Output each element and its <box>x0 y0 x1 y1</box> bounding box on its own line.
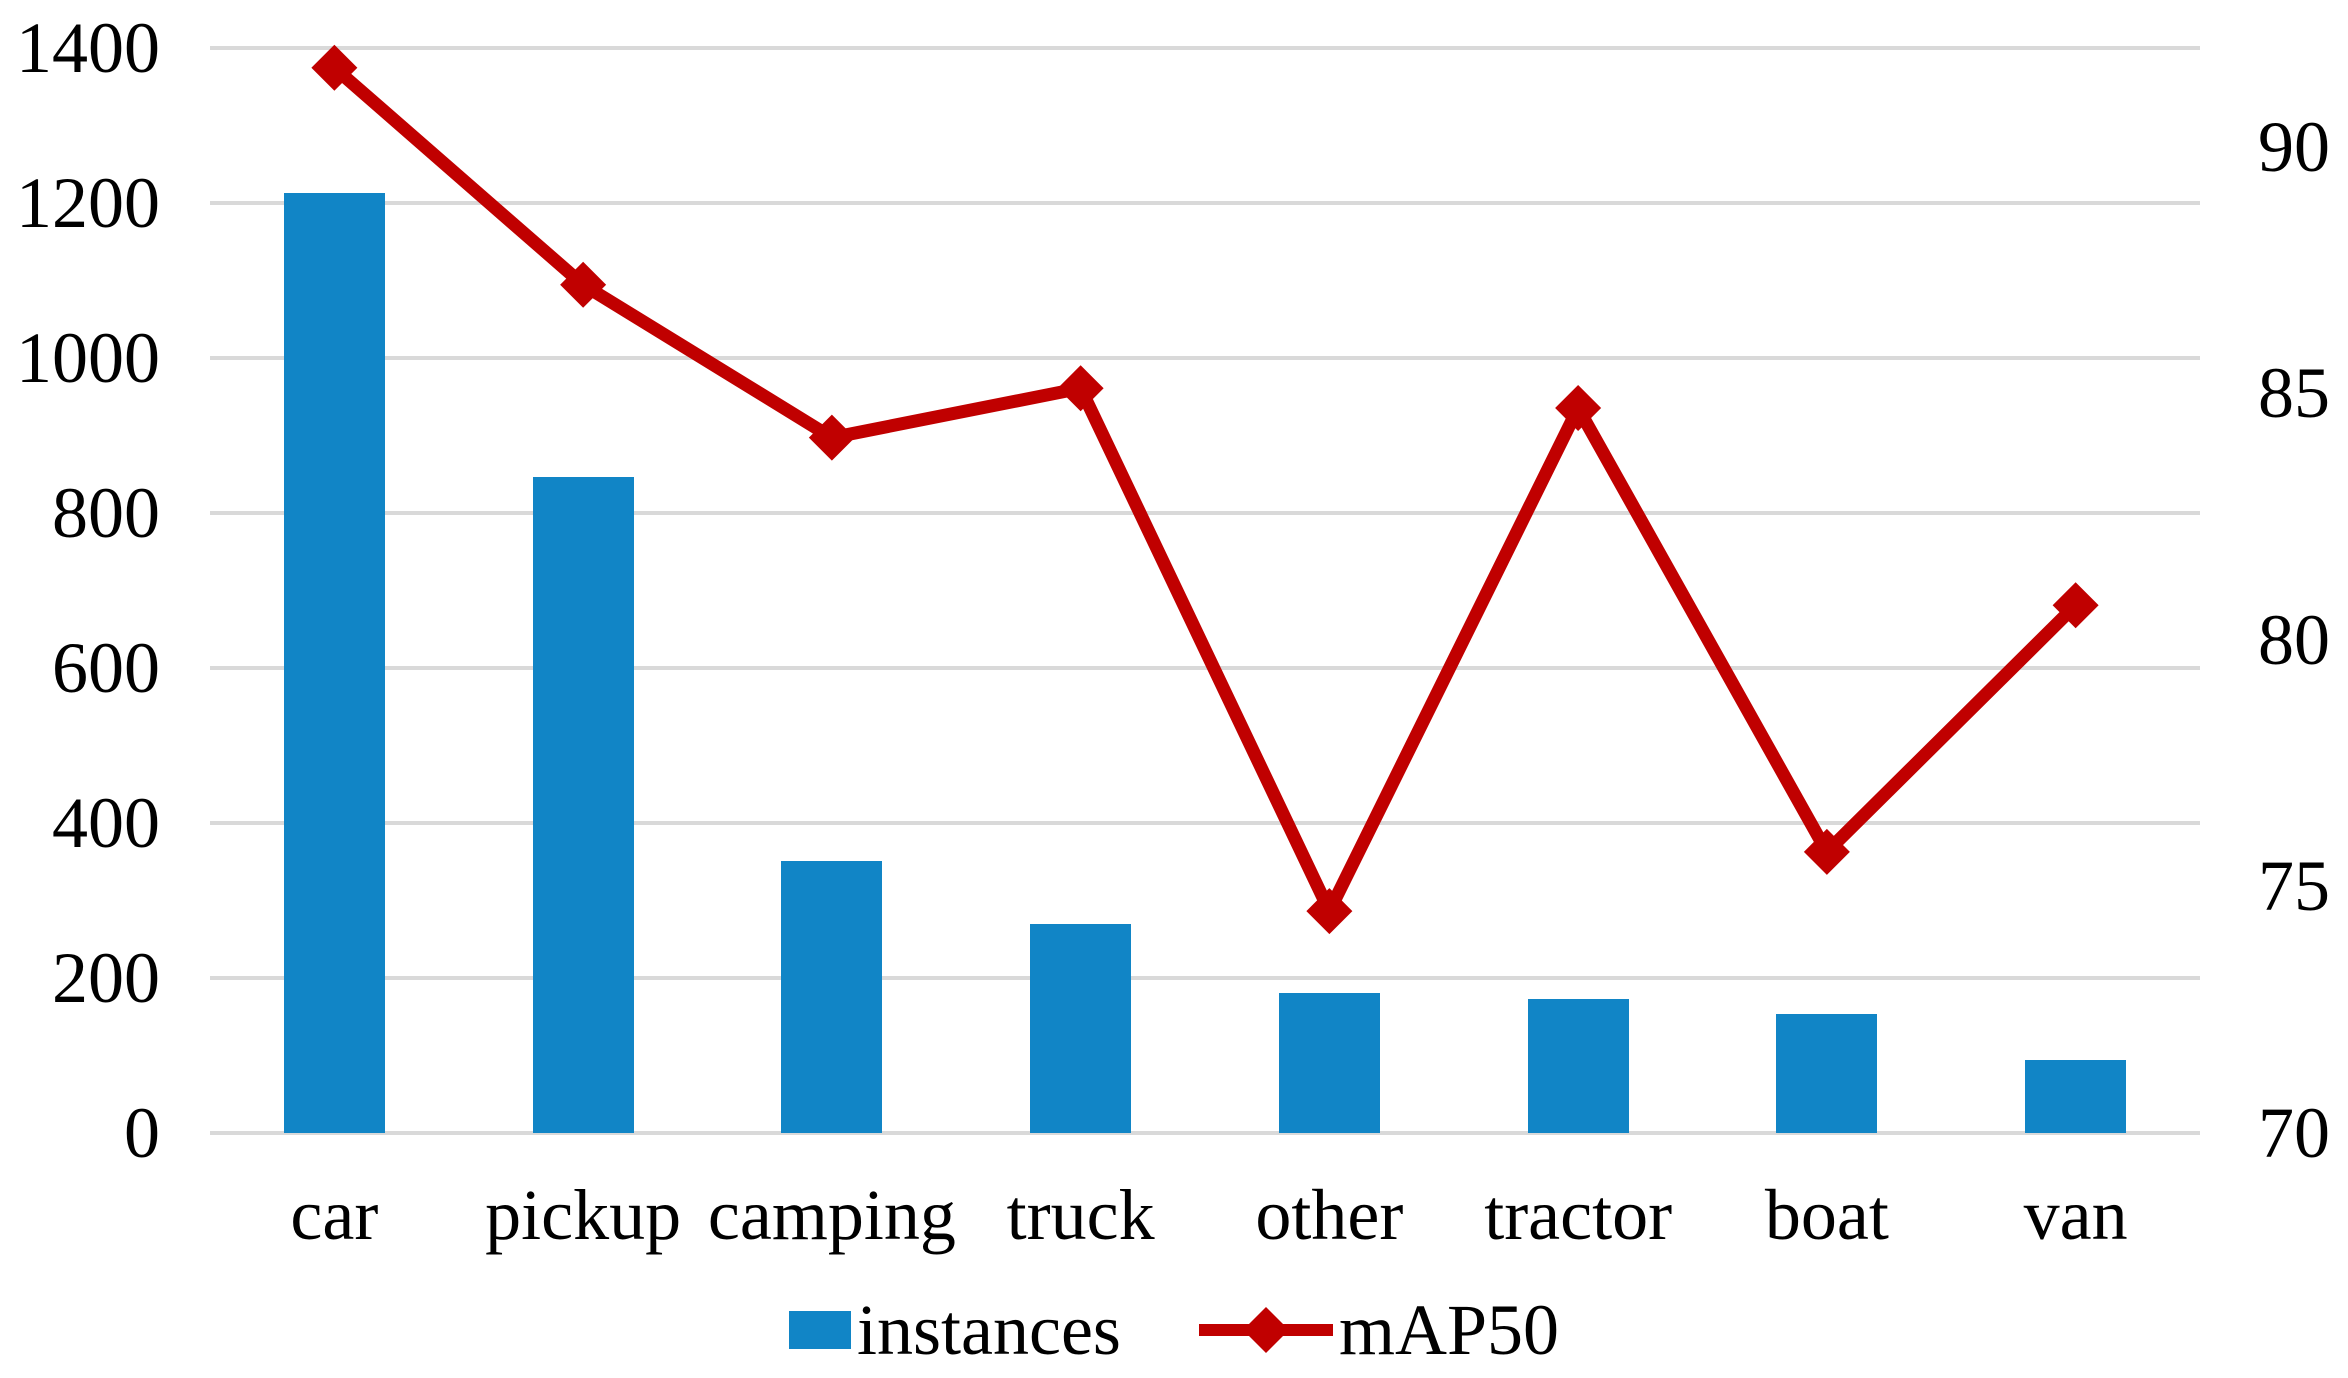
gridline-1000 <box>210 356 2200 360</box>
left-axis-tick-800: 800 <box>52 473 160 553</box>
legend-diamond-marker <box>1242 1307 1289 1353</box>
right-axis-tick-85: 85 <box>2258 353 2330 434</box>
bar-tractor <box>1527 998 1629 1133</box>
bar-pickup <box>532 477 634 1133</box>
left-axis-tick-200: 200 <box>52 938 160 1018</box>
legend: instances mAP50 <box>0 1288 2348 1372</box>
category-label-other: other <box>1255 1175 1404 1255</box>
category-label-car: car <box>290 1175 379 1255</box>
right-axis-tick-75: 75 <box>2258 846 2330 927</box>
map50-marker-car <box>311 44 358 91</box>
category-label-tractor: tractor <box>1484 1175 1673 1255</box>
map50-marker-truck <box>1057 365 1104 412</box>
map50-line <box>330 62 2081 926</box>
bar-camping <box>781 860 883 1133</box>
gridline-0 <box>210 1131 2200 1135</box>
category-label-van: van <box>2023 1175 2128 1255</box>
right-axis-tick-80: 80 <box>2258 599 2330 680</box>
gridline-400 <box>210 821 2200 825</box>
left-axis-tick-600: 600 <box>52 628 160 708</box>
gridline-200 <box>210 976 2200 980</box>
legend-instances-label: instances <box>857 1290 1121 1370</box>
map50-line-marker-icon <box>1198 1307 1333 1353</box>
map50-marker-boat <box>1803 828 1850 875</box>
gridline-1400 <box>210 46 2200 50</box>
right-axis-tick-90: 90 <box>2258 106 2330 187</box>
map50-marker-pickup <box>560 261 607 308</box>
category-label-boat: boat <box>1764 1175 1889 1255</box>
bar-van <box>2025 1060 2127 1133</box>
map50-marker-other <box>1306 888 1353 935</box>
left-axis-tick-400: 400 <box>52 783 160 863</box>
bar-truck <box>1030 923 1132 1133</box>
map50-marker-camping <box>808 414 855 461</box>
left-axis-tick-1200: 1200 <box>16 163 160 243</box>
category-label-camping: camping <box>707 1175 956 1255</box>
map50-marker-van <box>2052 582 2099 629</box>
legend-item-map50: mAP50 <box>1198 1288 1559 1372</box>
bar-other <box>1278 992 1380 1133</box>
legend-item-instances: instances <box>789 1288 1121 1372</box>
gridline-1200 <box>210 201 2200 205</box>
category-label-pickup: pickup <box>485 1175 682 1255</box>
bar-car <box>283 192 385 1133</box>
category-label-truck: truck <box>1006 1175 1155 1255</box>
instances-swatch-icon <box>789 1311 852 1349</box>
gridline-800 <box>210 511 2200 515</box>
legend-map50-label: mAP50 <box>1338 1290 1559 1370</box>
bar-boat <box>1776 1013 1878 1133</box>
gridline-600 <box>210 666 2200 670</box>
right-axis-tick-70: 70 <box>2258 1093 2330 1173</box>
map50-marker-tractor <box>1555 385 1602 432</box>
left-axis-tick-1400: 1400 <box>16 8 160 88</box>
left-axis-tick-0: 0 <box>124 1093 160 1173</box>
left-axis-tick-1000: 1000 <box>16 318 160 398</box>
